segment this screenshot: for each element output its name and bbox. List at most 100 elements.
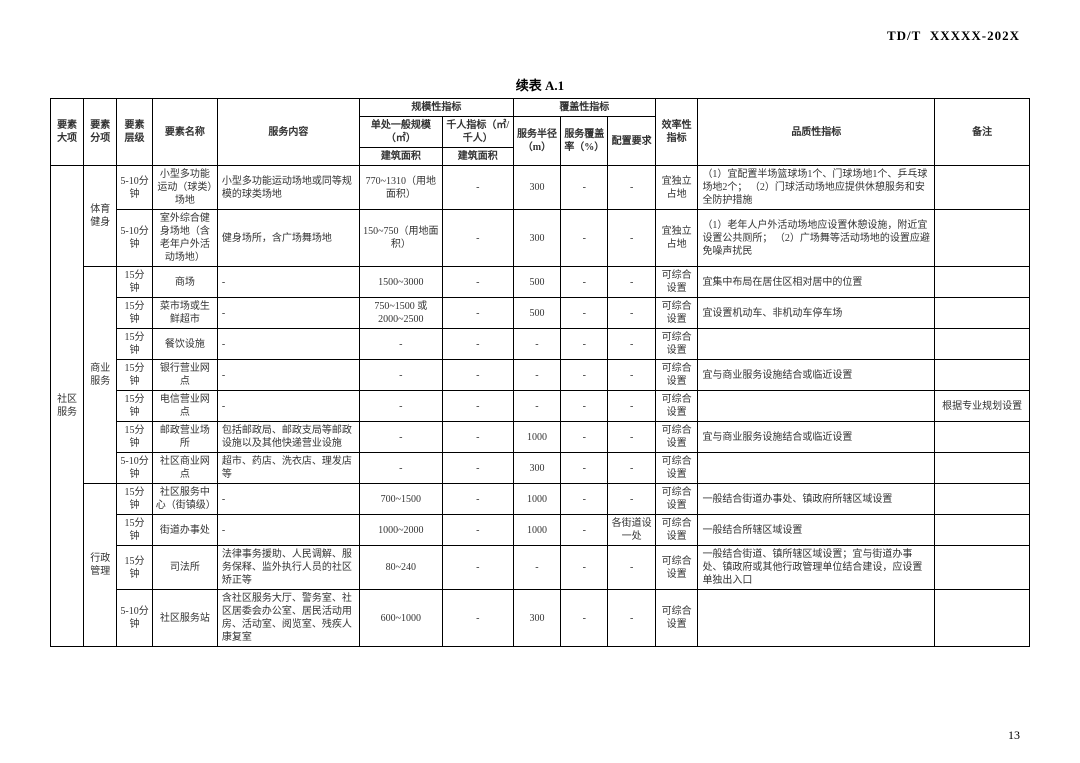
cell-level: 15分钟	[117, 360, 153, 391]
cell-eff: 可综合设置	[655, 590, 698, 647]
cell-radius: -	[513, 391, 560, 422]
table-row: 15分钟菜市场或生鲜超市-750~1500 或 2000~2500-500--可…	[51, 298, 1030, 329]
h-quality: 品质性指标	[698, 99, 935, 166]
cell-eff: 可综合设置	[655, 453, 698, 484]
table-row: 行政管理15分钟社区服务中心（街镇级）-700~1500-1000--可综合设置…	[51, 484, 1030, 515]
cell-eff: 可综合设置	[655, 267, 698, 298]
cell-scale: -	[359, 453, 442, 484]
cell-name: 银行营业网点	[152, 360, 217, 391]
cell-scale: 1000~2000	[359, 515, 442, 546]
cell-content: -	[217, 391, 359, 422]
h-scale-area2: 建筑面积	[442, 148, 513, 166]
cell-name: 邮政营业场所	[152, 422, 217, 453]
cell-quality: 宜设置机动车、非机动车停车场	[698, 298, 935, 329]
table-body: 社区服务体育健身5-10分钟小型多功能运动（球类）场地小型多功能运动场地或同等规…	[51, 166, 1030, 647]
h-eff: 效率性指标	[655, 99, 698, 166]
table-row: 商业服务15分钟商场-1500~3000-500--可综合设置宜集中布局在居住区…	[51, 267, 1030, 298]
cell-content: 超市、药店、洗衣店、理发店等	[217, 453, 359, 484]
h-scale-thousand: 千人指标（㎡/千人）	[442, 117, 513, 148]
cell-scale: 700~1500	[359, 484, 442, 515]
cell-coverage: -	[561, 298, 608, 329]
h-level: 要素层级	[117, 99, 153, 166]
cell-config: -	[608, 360, 655, 391]
cell-eff: 可综合设置	[655, 515, 698, 546]
cell-coverage: -	[561, 484, 608, 515]
cell-thousand: -	[442, 422, 513, 453]
h-scale-area: 建筑面积	[359, 148, 442, 166]
cell-level: 15分钟	[117, 484, 153, 515]
table-row: 5-10分钟社区服务站含社区服务大厅、警务室、社区居委会办公室、居民活动用房、活…	[51, 590, 1030, 647]
cell-quality: （1）宜配置半场篮球场1个、门球场地1个、乒乓球场地2个； （2）门球活动场地应…	[698, 166, 935, 210]
cell-quality	[698, 329, 935, 360]
h-radius: 服务半径（m）	[513, 117, 560, 166]
h-scale-group: 规模性指标	[359, 99, 513, 117]
cell-quality: 一般结合街道办事处、镇政府所辖区域设置	[698, 484, 935, 515]
cell-coverage: -	[561, 329, 608, 360]
table-header: 要素大项 要素分项 要素层级 要素名称 服务内容 规模性指标 覆盖性指标 效率性…	[51, 99, 1030, 166]
cell-name: 社区服务站	[152, 590, 217, 647]
cell-thousand: -	[442, 298, 513, 329]
cell-thousand: -	[442, 590, 513, 647]
cell-coverage: -	[561, 360, 608, 391]
cell-thousand: -	[442, 166, 513, 210]
document-id: TD/T XXXXX-202X	[887, 28, 1020, 44]
cell-name: 司法所	[152, 546, 217, 590]
cell-config: -	[608, 422, 655, 453]
cell-quality	[698, 453, 935, 484]
cell-level: 15分钟	[117, 329, 153, 360]
page-container: TD/T XXXXX-202X 续表 A.1 要素大项 要素分项 要素层级 要素…	[0, 0, 1080, 763]
cell-content: 小型多功能运动场地或同等规模的球类场地	[217, 166, 359, 210]
h-name: 要素名称	[152, 99, 217, 166]
cell-radius: 300	[513, 453, 560, 484]
cell-level: 15分钟	[117, 515, 153, 546]
h-coverage-rate: 服务覆盖率（%）	[561, 117, 608, 166]
cell-config: -	[608, 298, 655, 329]
cell-eff: 宜独立占地	[655, 166, 698, 210]
cell-level: 15分钟	[117, 391, 153, 422]
cell-remark	[935, 590, 1030, 647]
cell-thousand: -	[442, 329, 513, 360]
cell-eff: 宜独立占地	[655, 210, 698, 267]
cell-eff: 可综合设置	[655, 546, 698, 590]
cell-scale: 600~1000	[359, 590, 442, 647]
cell-level: 15分钟	[117, 546, 153, 590]
cell-quality	[698, 391, 935, 422]
h-scale-single: 单处一般规模（㎡）	[359, 117, 442, 148]
cell-radius: 300	[513, 210, 560, 267]
table-row: 15分钟司法所法律事务援助、人民调解、服务保释、监外执行人员的社区矫正等80~2…	[51, 546, 1030, 590]
h-coverage-group: 覆盖性指标	[513, 99, 655, 117]
cell-sub: 商业服务	[84, 267, 117, 484]
cell-thousand: -	[442, 546, 513, 590]
cell-level: 5-10分钟	[117, 210, 153, 267]
cell-radius: 1000	[513, 422, 560, 453]
standards-table: 要素大项 要素分项 要素层级 要素名称 服务内容 规模性指标 覆盖性指标 效率性…	[50, 98, 1030, 647]
cell-thousand: -	[442, 453, 513, 484]
cell-config: -	[608, 267, 655, 298]
cell-coverage: -	[561, 210, 608, 267]
cell-remark	[935, 422, 1030, 453]
cell-coverage: -	[561, 515, 608, 546]
cell-config: -	[608, 210, 655, 267]
cell-scale: 770~1310（用地面积）	[359, 166, 442, 210]
cell-remark	[935, 360, 1030, 391]
cell-content: 含社区服务大厅、警务室、社区居委会办公室、居民活动用房、活动室、阅览室、残疾人康…	[217, 590, 359, 647]
cell-scale: 80~240	[359, 546, 442, 590]
cell-coverage: -	[561, 267, 608, 298]
cell-name: 室外综合健身场地（含老年户外活动场地）	[152, 210, 217, 267]
table-title: 续表 A.1	[50, 75, 1030, 94]
cell-radius: -	[513, 360, 560, 391]
cell-scale: -	[359, 422, 442, 453]
cell-remark	[935, 166, 1030, 210]
cell-content: 健身场所，含广场舞场地	[217, 210, 359, 267]
cell-radius: -	[513, 329, 560, 360]
cell-scale: -	[359, 329, 442, 360]
cell-name: 小型多功能运动（球类）场地	[152, 166, 217, 210]
table-row: 社区服务体育健身5-10分钟小型多功能运动（球类）场地小型多功能运动场地或同等规…	[51, 166, 1030, 210]
cell-config: -	[608, 546, 655, 590]
cell-name: 餐饮设施	[152, 329, 217, 360]
cell-level: 15分钟	[117, 267, 153, 298]
cell-radius: 1000	[513, 484, 560, 515]
cell-eff: 可综合设置	[655, 329, 698, 360]
cell-radius: -	[513, 546, 560, 590]
cell-content: -	[217, 329, 359, 360]
